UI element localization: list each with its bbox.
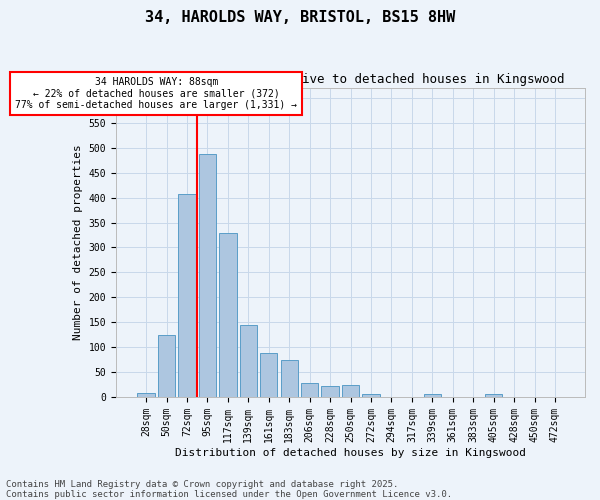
Bar — [301, 383, 319, 397]
Bar — [219, 232, 236, 397]
Bar — [424, 394, 441, 397]
Y-axis label: Number of detached properties: Number of detached properties — [73, 144, 83, 340]
Bar — [322, 386, 339, 397]
Bar — [199, 154, 216, 397]
Bar — [342, 384, 359, 397]
Text: 34 HAROLDS WAY: 88sqm
← 22% of detached houses are smaller (372)
77% of semi-det: 34 HAROLDS WAY: 88sqm ← 22% of detached … — [16, 78, 298, 110]
Bar — [362, 394, 380, 397]
Bar — [485, 394, 502, 397]
Bar — [137, 393, 155, 397]
X-axis label: Distribution of detached houses by size in Kingswood: Distribution of detached houses by size … — [175, 448, 526, 458]
Bar — [281, 360, 298, 397]
Bar — [239, 324, 257, 397]
Bar — [260, 353, 277, 397]
Bar — [178, 194, 196, 397]
Text: 34, HAROLDS WAY, BRISTOL, BS15 8HW: 34, HAROLDS WAY, BRISTOL, BS15 8HW — [145, 10, 455, 25]
Bar — [158, 334, 175, 397]
Text: Contains HM Land Registry data © Crown copyright and database right 2025.
Contai: Contains HM Land Registry data © Crown c… — [6, 480, 452, 499]
Title: Size of property relative to detached houses in Kingswood: Size of property relative to detached ho… — [137, 72, 565, 86]
